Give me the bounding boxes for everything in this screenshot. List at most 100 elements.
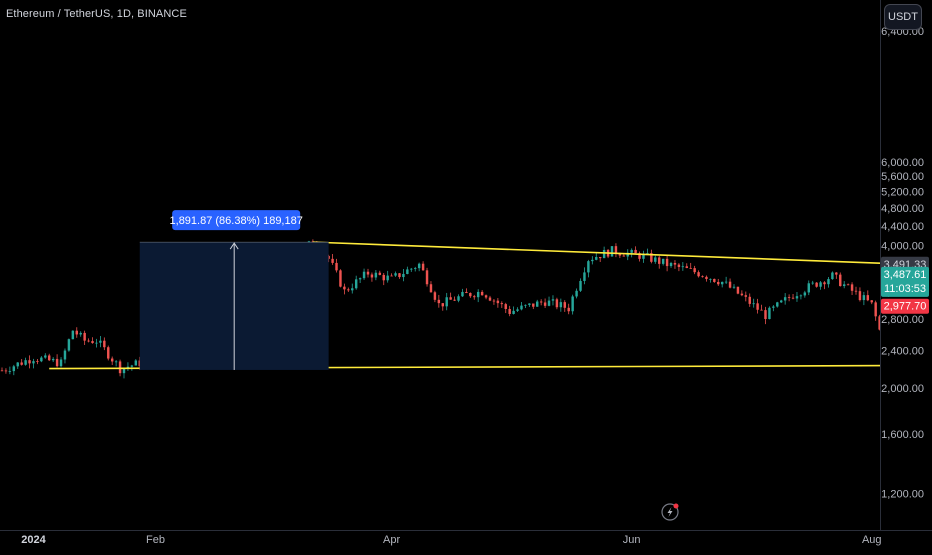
candle-body: [870, 300, 873, 303]
candle: [787, 294, 791, 302]
candle-body: [591, 259, 594, 262]
candle-body: [48, 355, 51, 361]
candle-body: [776, 302, 779, 307]
candle: [378, 270, 382, 276]
candle-body: [846, 284, 850, 286]
candle-body: [795, 296, 799, 299]
last-price-tag: [881, 266, 929, 297]
candle: [67, 338, 71, 352]
currency-button[interactable]: USDT: [884, 4, 922, 30]
candle-body: [370, 274, 374, 278]
candle: [842, 281, 846, 289]
candle: [807, 280, 810, 296]
candle-body: [831, 272, 834, 280]
candle-body: [354, 279, 358, 289]
symbol-title: Ethereum / TetherUS, 1D, BINANCE: [6, 8, 187, 20]
candle-body: [63, 350, 67, 360]
y-tick-label: 4,400.00: [881, 221, 924, 233]
candle-body: [331, 258, 334, 263]
candle-body: [815, 282, 818, 287]
candle-body: [803, 292, 807, 296]
measure-tooltip: [172, 210, 301, 231]
y-tick-label: 2,400.00: [881, 346, 924, 358]
measure-tooltip-label: 1,891.87 (86.38%) 189,187: [170, 215, 303, 227]
candle-body: [866, 295, 870, 301]
candle: [469, 292, 472, 298]
candle-body: [402, 273, 405, 278]
candle: [390, 273, 393, 277]
candle: [327, 254, 330, 263]
candle-body: [811, 282, 814, 284]
candle: [504, 302, 507, 314]
candle: [760, 304, 763, 311]
candle-body: [488, 297, 492, 301]
candle: [776, 301, 779, 308]
candle-body: [642, 253, 645, 259]
candle-body: [343, 286, 346, 290]
candle-body: [799, 295, 803, 297]
trendline-upper[interactable]: [312, 241, 932, 281]
candle: [91, 337, 94, 344]
y-tick-label: 1,200.00: [881, 488, 924, 500]
candle: [520, 302, 523, 311]
candle: [331, 254, 334, 265]
candle: [107, 345, 110, 361]
candle: [567, 303, 570, 315]
candle-body: [658, 257, 661, 264]
candle: [724, 276, 728, 284]
candle-body: [59, 359, 63, 367]
lightning-icon[interactable]: [661, 503, 679, 521]
candle: [16, 362, 19, 369]
candle-body: [71, 330, 75, 340]
candle-body: [453, 299, 456, 301]
candle: [134, 359, 138, 366]
candle: [508, 305, 511, 317]
candle-body: [99, 340, 102, 343]
candle: [437, 294, 441, 308]
candle: [705, 275, 708, 282]
candle: [536, 299, 539, 307]
candle-body: [555, 299, 559, 308]
candle-body: [850, 284, 854, 291]
candle: [878, 314, 881, 331]
candle-body: [378, 272, 382, 275]
candle-body: [75, 330, 78, 335]
y-tick-label: 4,800.00: [881, 203, 924, 215]
candle: [551, 295, 555, 306]
candle: [815, 282, 818, 288]
candle-body: [740, 293, 744, 296]
notification-dot: [673, 503, 679, 509]
candle-body: [28, 360, 31, 364]
candle-body: [51, 358, 55, 361]
candle: [831, 271, 834, 280]
candle: [51, 357, 55, 363]
candle: [575, 288, 578, 299]
candle-body: [842, 284, 846, 287]
candle-body: [819, 282, 822, 287]
lightning-icon-glyph: [667, 507, 673, 517]
last-price-tag-countdown: 11:03:53: [884, 283, 926, 295]
candle-body: [547, 300, 551, 306]
candle-body: [736, 286, 740, 294]
candle: [512, 306, 515, 315]
candle: [850, 282, 854, 295]
candle-body: [563, 302, 566, 308]
x-tick-label: Aug: [862, 534, 882, 546]
candle-body: [465, 291, 468, 293]
candle: [728, 278, 732, 289]
candle-body: [587, 261, 590, 273]
candle-body: [386, 275, 389, 281]
candle: [638, 251, 641, 262]
candle-body: [748, 296, 751, 304]
candle: [579, 278, 582, 293]
candle: [559, 298, 563, 312]
candle-body: [689, 267, 692, 269]
candle-body: [484, 295, 488, 298]
candle-body: [414, 268, 417, 269]
candle-body: [95, 342, 98, 344]
candle-body: [756, 303, 759, 310]
candle: [685, 263, 688, 269]
candle-body: [492, 300, 496, 302]
